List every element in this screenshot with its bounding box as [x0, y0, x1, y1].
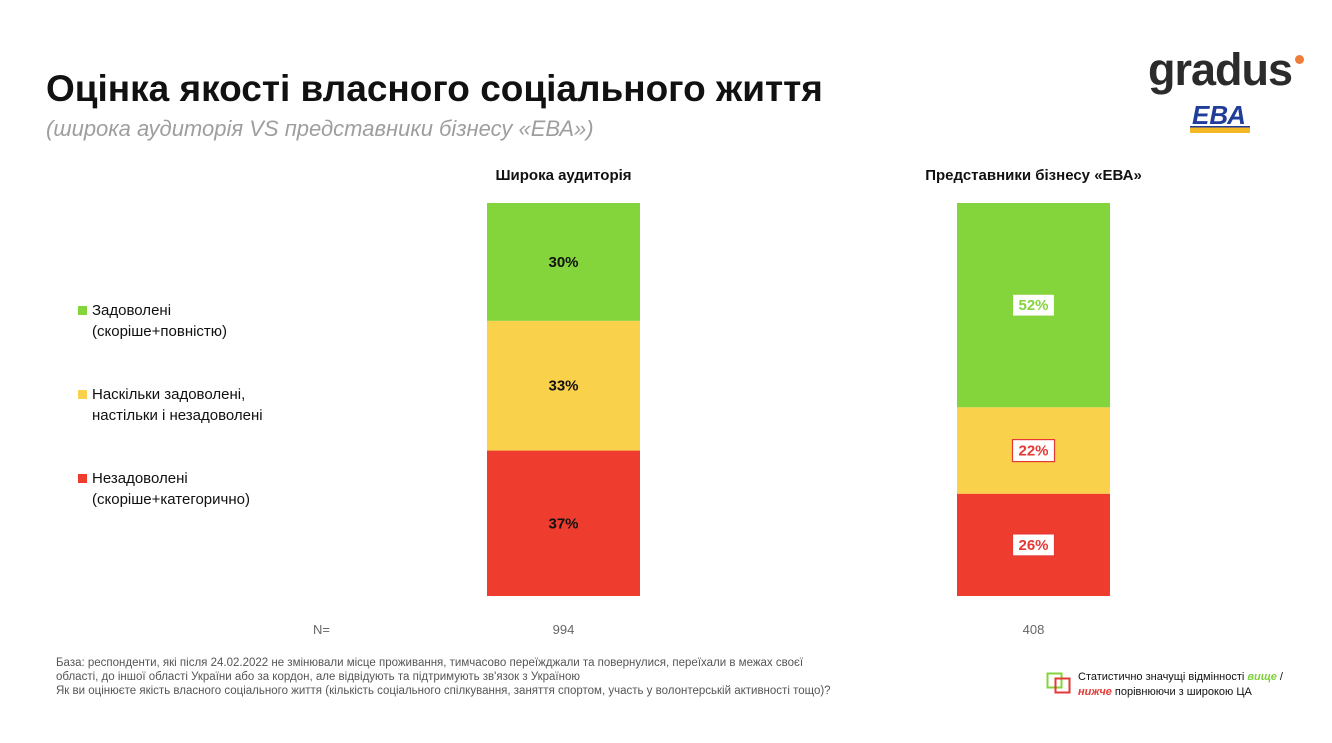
data-label: 22%: [1018, 443, 1048, 460]
data-label: 30%: [548, 254, 578, 271]
footnote-question: Як ви оцінюєте якість власного соціально…: [56, 685, 831, 697]
significance-text-1: Статистично значущі відмінності: [1078, 671, 1248, 683]
eva-logo-text: ЕВА: [1192, 100, 1246, 130]
footnote: База: респонденти, які після 24.02.2022 …: [56, 656, 956, 698]
legend-label-detail: (скоріше+категорично): [92, 491, 250, 508]
bar-segment-dissatisfied: [487, 450, 640, 596]
n-label: N=: [313, 622, 330, 637]
gradus-logo-text: gradus: [1148, 44, 1293, 95]
significance-squares-icon: [1046, 672, 1071, 694]
bar-segment-satisfied: [487, 203, 640, 321]
legend-item-dissatisfied: Незадоволені (скоріше+категорично): [78, 468, 338, 510]
category-label-eva-business: Представники бізнесу «ЕВА»: [925, 167, 1142, 184]
significance-box: [1011, 533, 1056, 557]
significance-legend-text: Статистично значущі відмінності вище / н…: [1078, 670, 1328, 700]
significance-box: [1011, 438, 1056, 463]
legend-label-detail: настільки і незадоволені: [92, 407, 263, 424]
page-title: Оцінка якості власного соціального життя: [46, 68, 823, 109]
footnote-base-line-2: області, до іншої області України або за…: [56, 671, 580, 683]
eva-logo-bar: [1190, 126, 1250, 133]
data-label: 52%: [1018, 297, 1048, 314]
legend-label: Наскільки задоволені,: [92, 386, 246, 403]
legend-label: Задоволені: [92, 302, 172, 319]
bar-segment-neutral: [487, 320, 640, 451]
data-label: 26%: [1018, 537, 1048, 554]
legend-label-detail: (скоріше+повністю): [92, 323, 228, 340]
gradus-logo: gradus: [1148, 44, 1305, 96]
legend-item-neutral: Наскільки задоволені, настільки і незадо…: [78, 384, 338, 426]
significance-higher: вище: [1247, 671, 1277, 683]
legend-swatch-neutral: [78, 390, 87, 399]
legend-item-satisfied: Задоволені (скоріше+повністю): [78, 300, 338, 342]
n-value: 408: [1023, 622, 1045, 637]
significance-box: [1011, 293, 1056, 317]
category-label-broad-audience: Широка аудиторія: [495, 167, 631, 184]
significance-text-2: порівнюючи з широкою ЦА: [1111, 686, 1252, 698]
significance-lower: нижче: [1078, 686, 1112, 698]
n-value: 994: [553, 622, 575, 637]
legend-swatch-dissatisfied: [78, 474, 87, 483]
data-label: 33%: [548, 378, 578, 395]
legend-swatch-satisfied: [78, 306, 87, 315]
legend-label: Незадоволені: [92, 470, 188, 487]
significance-separator: /: [1276, 671, 1283, 683]
gradus-logo-dot: [1295, 55, 1305, 64]
eva-logo: ЕВА: [1188, 100, 1250, 134]
footnote-base-line-1: База: респонденти, які після 24.02.2022 …: [56, 657, 804, 669]
page-subtitle: (широка аудиторія VS представники бізнес…: [46, 116, 594, 141]
data-label: 37%: [548, 515, 578, 532]
